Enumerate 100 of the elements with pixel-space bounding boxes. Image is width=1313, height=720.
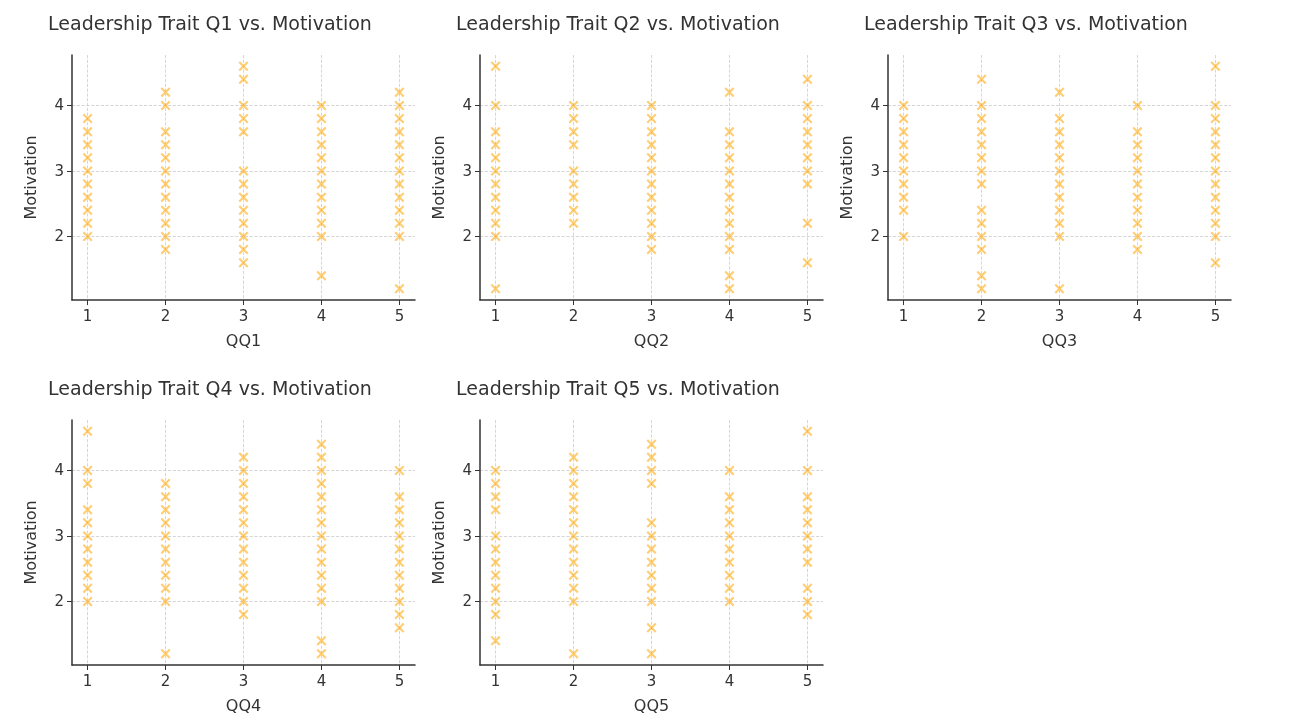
- point: [1210, 139, 1221, 150]
- point: [490, 530, 501, 541]
- point: [802, 517, 813, 528]
- point: [646, 113, 657, 124]
- point: [316, 165, 327, 176]
- point: [802, 179, 813, 190]
- point: [568, 452, 579, 463]
- point: [1132, 152, 1143, 163]
- point: [646, 139, 657, 150]
- point: [976, 205, 987, 216]
- point: [724, 205, 735, 216]
- x-axis-title: QQ4: [225, 695, 262, 715]
- x-tick-label: 2: [160, 671, 171, 690]
- point: [802, 139, 813, 150]
- point: [646, 205, 657, 216]
- point: [724, 126, 735, 137]
- point: [160, 87, 171, 98]
- point: [898, 205, 909, 216]
- point: [724, 192, 735, 203]
- x-tick-label: 3: [646, 306, 657, 325]
- point: [1132, 139, 1143, 150]
- point: [568, 491, 579, 502]
- point: [646, 100, 657, 111]
- point: [490, 139, 501, 150]
- point: [898, 192, 909, 203]
- point: [238, 74, 249, 85]
- x-tick-label: 2: [568, 306, 579, 325]
- point: [82, 165, 93, 176]
- point: [394, 139, 405, 150]
- point: [1132, 100, 1143, 111]
- point: [568, 596, 579, 607]
- point: [238, 205, 249, 216]
- y-tick-label: 3: [54, 161, 64, 180]
- point: [1210, 100, 1221, 111]
- point: [238, 165, 249, 176]
- point: [568, 478, 579, 489]
- point: [802, 530, 813, 541]
- point: [646, 452, 657, 463]
- point: [724, 544, 735, 555]
- point: [802, 557, 813, 568]
- point: [160, 192, 171, 203]
- point: [646, 557, 657, 568]
- point: [724, 179, 735, 190]
- point: [1210, 126, 1221, 137]
- point: [802, 218, 813, 229]
- point: [724, 152, 735, 163]
- point: [724, 491, 735, 502]
- point: [1210, 257, 1221, 268]
- point: [490, 465, 501, 476]
- point: [568, 530, 579, 541]
- point: [976, 113, 987, 124]
- point: [646, 231, 657, 242]
- x-tick-label: 3: [238, 306, 249, 325]
- point: [568, 583, 579, 594]
- point: [568, 465, 579, 476]
- x-tick-label: 5: [802, 671, 813, 690]
- point: [394, 218, 405, 229]
- point: [568, 165, 579, 176]
- point: [490, 609, 501, 620]
- x-tick-label: 5: [394, 671, 405, 690]
- point: [238, 61, 249, 72]
- y-tick-label: 2: [462, 592, 472, 611]
- point: [1210, 152, 1221, 163]
- point: [1054, 218, 1065, 229]
- point: [802, 491, 813, 502]
- x-tick-label: 4: [1132, 306, 1143, 325]
- point: [394, 100, 405, 111]
- point: [490, 192, 501, 203]
- point: [316, 126, 327, 137]
- point: [1132, 244, 1143, 255]
- point: [490, 152, 501, 163]
- y-tick-label: 2: [462, 227, 472, 246]
- point: [238, 126, 249, 137]
- point: [82, 179, 93, 190]
- point: [976, 231, 987, 242]
- point: [724, 504, 735, 515]
- point: [802, 504, 813, 515]
- point: [490, 570, 501, 581]
- point: [490, 231, 501, 242]
- point: [568, 544, 579, 555]
- point: [490, 100, 501, 111]
- point: [238, 192, 249, 203]
- chart-title: Leadership Trait Q1 vs. Motivation: [48, 11, 372, 34]
- y-tick-label: 2: [54, 227, 64, 246]
- point: [82, 152, 93, 163]
- x-tick-label: 1: [82, 306, 93, 325]
- point: [394, 113, 405, 124]
- y-tick-label: 2: [54, 592, 64, 611]
- point: [1054, 113, 1065, 124]
- point: [490, 218, 501, 229]
- x-tick-label: 1: [898, 306, 909, 325]
- x-tick-label: 1: [490, 671, 501, 690]
- chart-title: Leadership Trait Q3 vs. Motivation: [864, 11, 1188, 34]
- point: [490, 491, 501, 502]
- point: [568, 504, 579, 515]
- point: [568, 570, 579, 581]
- point: [976, 218, 987, 229]
- point: [898, 100, 909, 111]
- point: [160, 165, 171, 176]
- y-tick-label: 4: [54, 461, 64, 480]
